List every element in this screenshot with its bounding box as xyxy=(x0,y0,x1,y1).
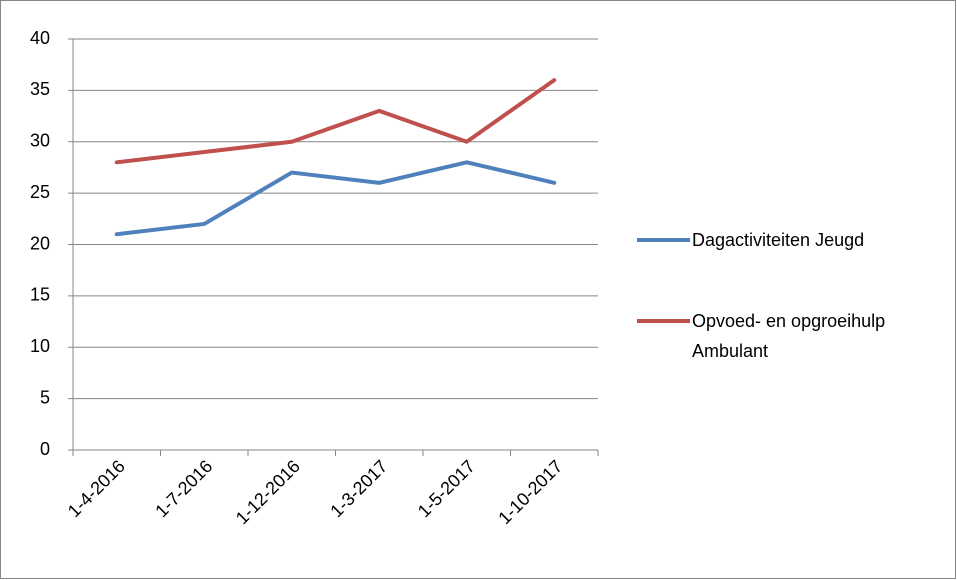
y-tick-label: 30 xyxy=(30,131,50,151)
y-tick-label: 5 xyxy=(40,387,50,407)
legend-label: Dagactiviteiten Jeugd xyxy=(692,230,865,250)
y-tick-label: 35 xyxy=(30,79,50,99)
y-tick-label: 25 xyxy=(30,182,50,202)
y-tick-label: 10 xyxy=(30,336,50,356)
series-line xyxy=(114,78,557,165)
y-tick-label: 20 xyxy=(30,233,50,253)
legend-label: Opvoed- en opgroeihulp Ambulant xyxy=(692,311,886,361)
y-tick-label: 40 xyxy=(30,28,50,48)
y-tick-label: 0 xyxy=(40,439,50,459)
series-line xyxy=(114,160,557,237)
y-tick-label: 15 xyxy=(30,285,50,305)
